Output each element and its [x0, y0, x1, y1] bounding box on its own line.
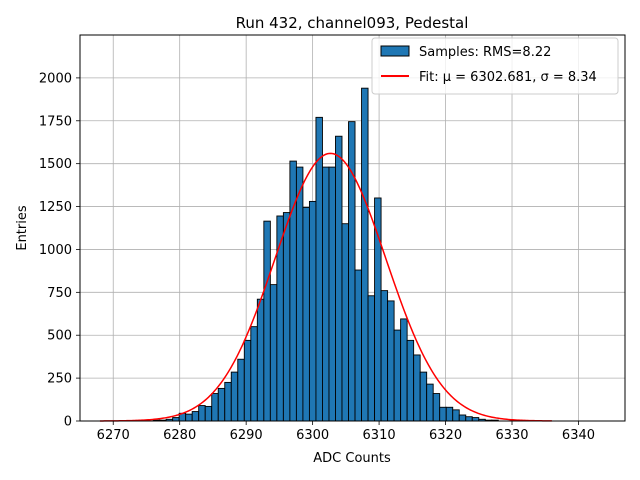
legend-fit-label: Fit: μ = 6302.681, σ = 8.34	[419, 70, 597, 85]
histogram-bar	[400, 318, 408, 422]
histogram-bar	[354, 269, 362, 422]
histogram-bar	[445, 406, 454, 422]
x-tick-label: 6320	[429, 428, 462, 443]
histogram-bar	[471, 417, 480, 422]
histogram-bar	[308, 200, 317, 422]
x-tick-label: 6280	[163, 428, 196, 443]
histogram-bar	[263, 220, 271, 422]
histogram-bar	[243, 339, 252, 422]
histogram-bar	[302, 206, 310, 422]
chart-title: Run 432, channel093, Pedestal	[236, 14, 469, 32]
histogram-bar	[224, 381, 232, 422]
histogram-bar	[276, 215, 284, 422]
y-tick-label: 2000	[39, 71, 72, 86]
y-tick-label: 500	[47, 329, 72, 344]
y-axis-ticks: 0 250 500 750 1000 1250 1500 1750 2000	[39, 71, 80, 430]
histogram-bar	[452, 409, 460, 422]
histogram-bar	[419, 371, 428, 422]
x-axis-ticks: 6270 6280 6290 6300 6310 6320 6330 6340	[97, 421, 595, 443]
y-tick-label: 1500	[39, 157, 72, 172]
histogram-bar	[374, 197, 382, 422]
y-tick-label: 1250	[39, 200, 72, 215]
histogram-bar	[348, 121, 356, 422]
histogram-bar	[237, 358, 245, 422]
histogram-bar	[322, 166, 330, 422]
histogram-bar	[387, 300, 395, 422]
x-tick-label: 6340	[562, 428, 595, 443]
histogram-bar	[361, 87, 369, 422]
x-axis-title: ADC Counts	[313, 451, 391, 466]
histogram-bar	[204, 405, 213, 422]
histogram-bar	[269, 284, 278, 422]
histogram-bar	[185, 413, 193, 422]
histogram-bar	[426, 383, 434, 422]
histogram-bar	[367, 295, 376, 422]
histogram-bars	[152, 87, 499, 422]
histogram-bar	[315, 116, 323, 422]
histogram-bar	[230, 371, 239, 422]
histogram-bar	[465, 416, 473, 422]
histogram-bar	[250, 326, 258, 422]
histogram-bar	[458, 414, 467, 422]
histogram-bar	[256, 298, 265, 422]
y-tick-label: 1750	[39, 114, 72, 129]
legend-histogram-label: Samples: RMS=8.22	[419, 45, 551, 60]
fit-curve	[99, 152, 552, 422]
histogram-bar	[217, 387, 226, 422]
histogram-bar	[413, 354, 421, 422]
legend-histogram-swatch	[380, 45, 410, 57]
x-tick-label: 6290	[230, 428, 263, 443]
plot-frame	[79, 34, 626, 422]
histogram-bar	[191, 411, 200, 422]
histogram-bar	[328, 166, 336, 422]
x-tick-label: 6300	[296, 428, 329, 443]
histogram-bar	[406, 339, 415, 422]
legend: Samples: RMS=8.22 Fit: μ = 6302.681, σ =…	[371, 37, 619, 95]
x-tick-label: 6330	[495, 428, 528, 443]
histogram-bar	[172, 417, 180, 422]
y-tick-label: 750	[47, 286, 72, 301]
histogram-bar	[439, 406, 447, 422]
histogram-bar	[198, 405, 206, 422]
histogram-bar	[211, 393, 219, 422]
y-tick-label: 0	[64, 415, 72, 430]
histogram-bar	[335, 135, 343, 422]
y-tick-label: 1000	[39, 243, 72, 258]
histogram-bar	[432, 393, 441, 422]
histogram-bar	[341, 223, 349, 422]
y-tick-label: 250	[47, 372, 72, 387]
histogram-bar	[282, 212, 291, 422]
histogram-bar	[393, 329, 402, 422]
y-axis-title: Entries	[15, 205, 30, 251]
legend-box	[371, 37, 619, 95]
histogram-bar	[380, 290, 389, 422]
histogram-bar	[295, 166, 304, 422]
x-tick-label: 6310	[363, 428, 396, 443]
x-tick-label: 6270	[97, 428, 130, 443]
